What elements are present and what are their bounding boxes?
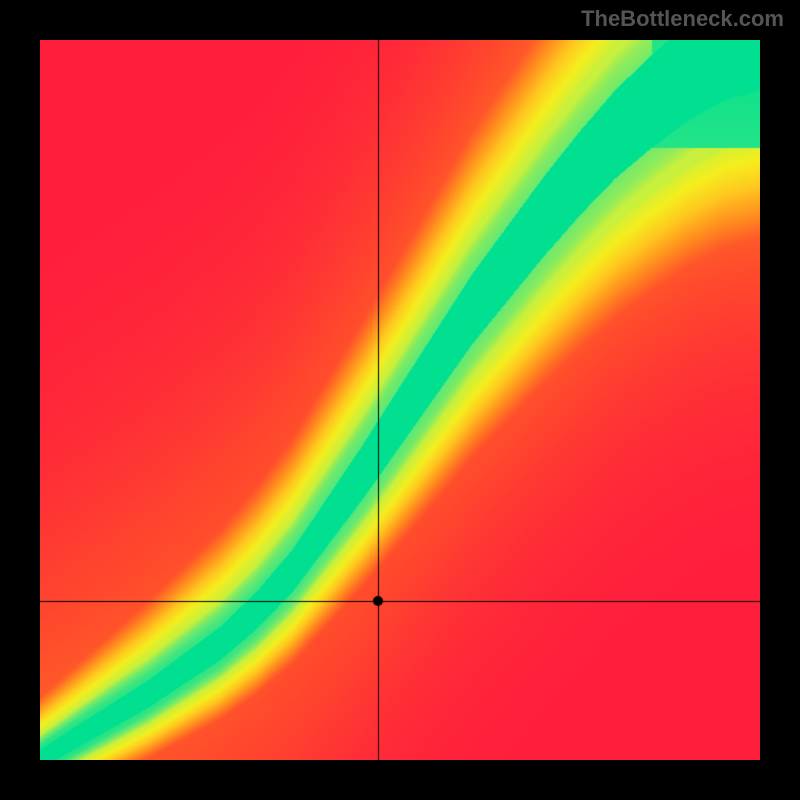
heatmap-plot	[40, 40, 760, 760]
watermark-text: TheBottleneck.com	[581, 6, 784, 32]
heatmap-canvas	[40, 40, 760, 760]
chart-container: TheBottleneck.com	[0, 0, 800, 800]
